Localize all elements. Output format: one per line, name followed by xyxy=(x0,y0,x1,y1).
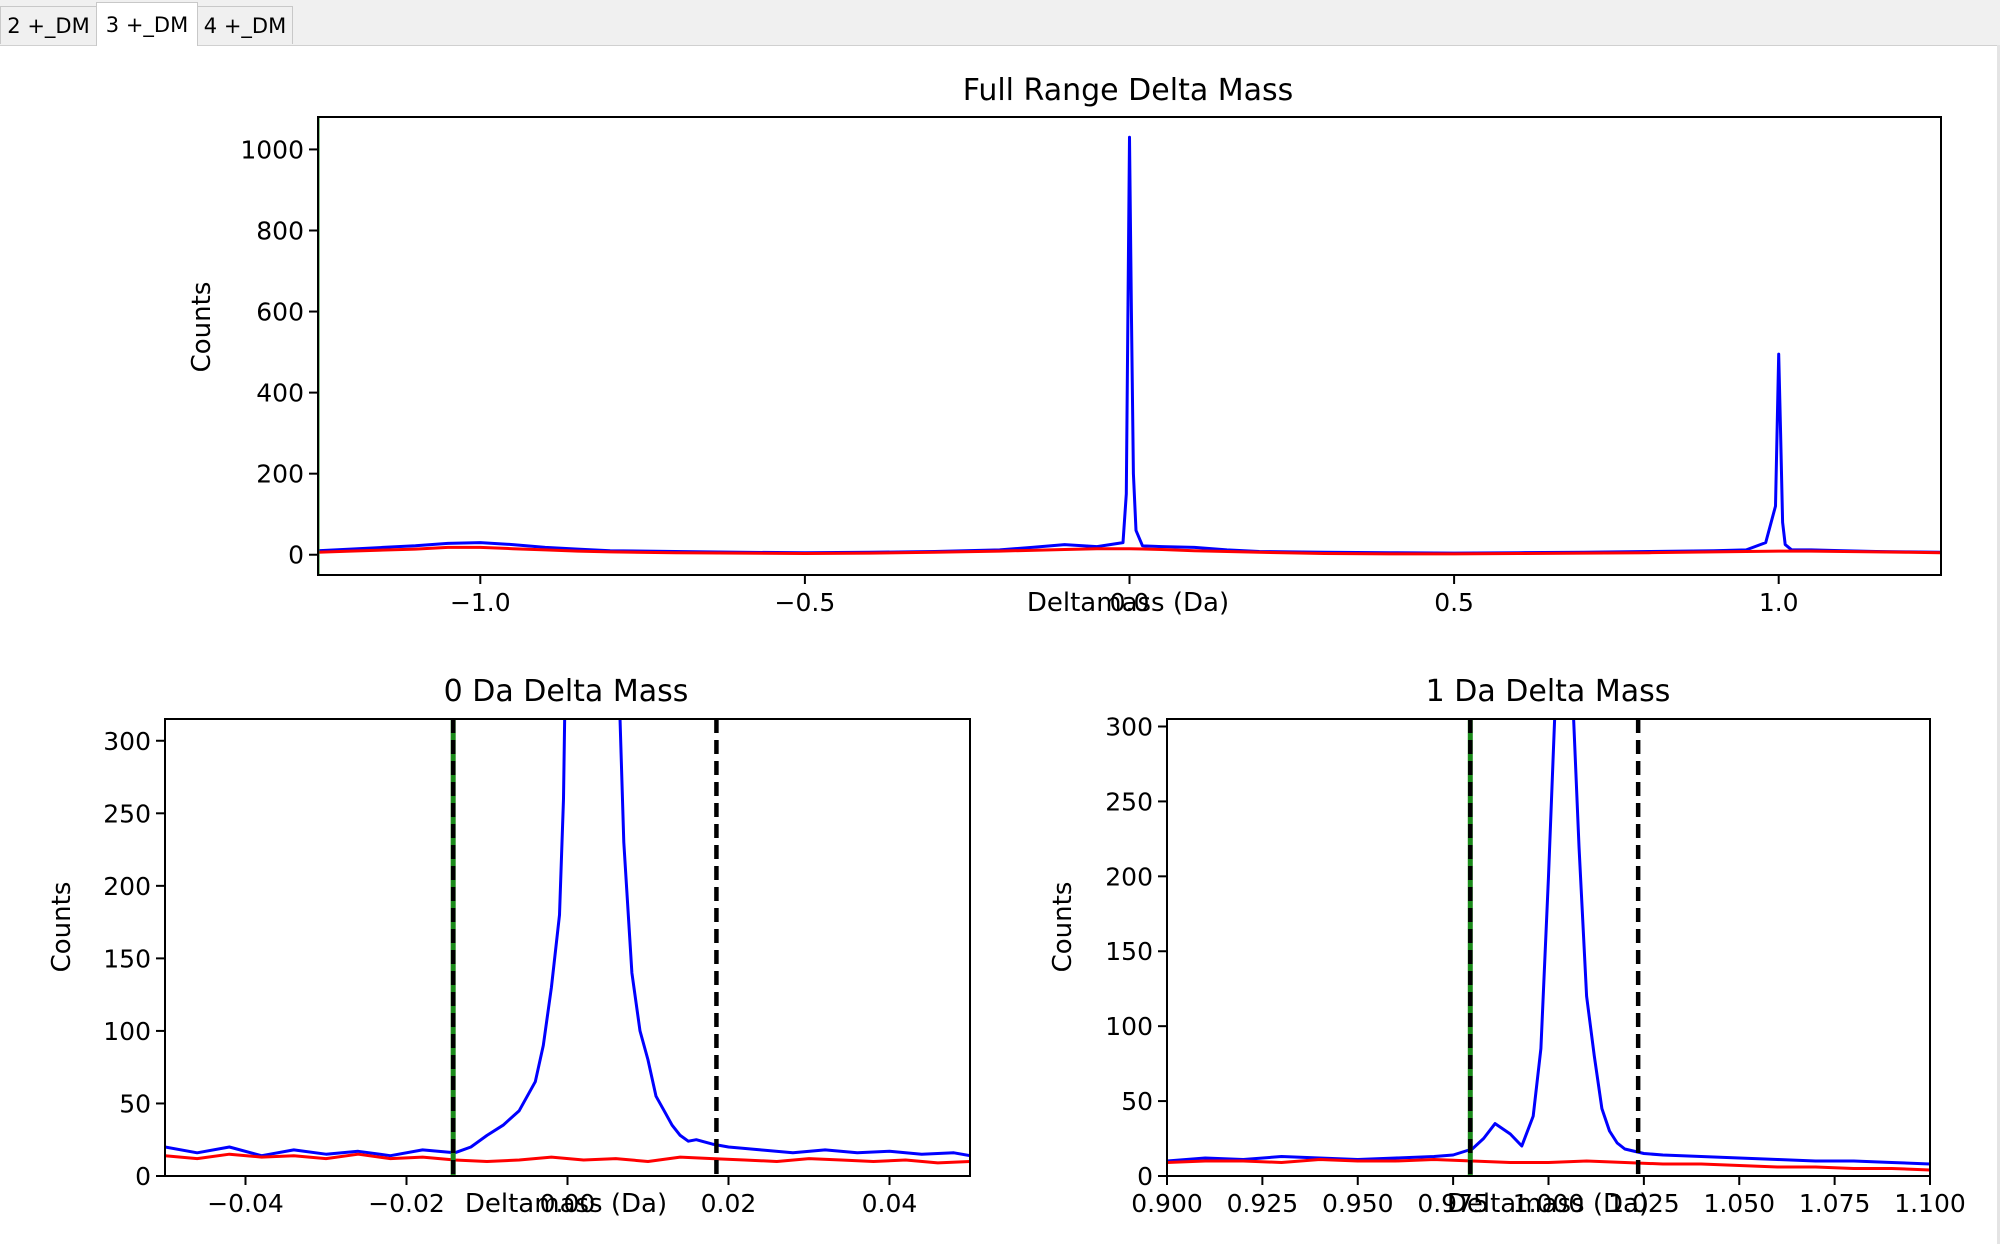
x-tick-label: 0.02 xyxy=(701,1189,757,1218)
plot-area xyxy=(165,719,970,1176)
x-tick-label: 1.000 xyxy=(1513,1189,1585,1218)
axes-frame xyxy=(1166,718,1931,1177)
tab-3-dm[interactable]: 3 +_DM xyxy=(96,2,198,46)
y-tick-label: 1000 xyxy=(240,135,304,164)
y-tick-label: 250 xyxy=(1105,787,1153,816)
plot-area xyxy=(318,117,1941,575)
x-tick-label: 0.00 xyxy=(540,1189,596,1218)
y-tick-label: 100 xyxy=(1105,1012,1153,1041)
y-tick-label: 0 xyxy=(135,1162,151,1191)
y-tick-label: 200 xyxy=(256,460,304,489)
plot-canvas: Full Range Delta Mass Deltamass (Da) Cou… xyxy=(47,73,1966,1219)
x-tick-label: −1.0 xyxy=(450,588,511,617)
series-line-decoy xyxy=(1167,1158,1930,1172)
x-tick-label: 1.025 xyxy=(1608,1189,1680,1218)
y-axis-label: Counts xyxy=(187,282,217,373)
x-tick-label: 0.04 xyxy=(862,1189,918,1218)
chart-title: 0 Da Delta Mass xyxy=(444,674,689,709)
y-tick-label: 200 xyxy=(103,872,151,901)
tab-bar: 2 +_DM 3 +_DM 4 +_DM xyxy=(0,0,2000,46)
y-tick-label: 300 xyxy=(1105,712,1153,741)
x-tick-label: 1.0 xyxy=(1759,588,1799,617)
x-tick-label: −0.5 xyxy=(775,588,836,617)
chart-title: 1 Da Delta Mass xyxy=(1426,674,1671,709)
x-tick-label: 0.925 xyxy=(1227,1189,1299,1218)
chart-one-da: 1 Da Delta Mass Deltamass (Da) Counts 0.… xyxy=(1048,674,1966,1219)
tab-2-dm[interactable]: 2 +_DM xyxy=(0,6,97,44)
x-tick-label: 0.950 xyxy=(1322,1189,1394,1218)
y-tick-label: 250 xyxy=(103,799,151,828)
series-line-target xyxy=(318,135,1941,555)
x-tick-label: −0.04 xyxy=(207,1189,284,1218)
y-tick-label: 200 xyxy=(1105,862,1153,891)
y-tick-label: 800 xyxy=(256,216,304,245)
axes-frame xyxy=(164,718,971,1177)
x-tick-label: 0.900 xyxy=(1131,1189,1203,1218)
series-line-decoy xyxy=(318,545,1941,556)
x-tick-label: 1.050 xyxy=(1703,1189,1775,1218)
y-tick-label: 150 xyxy=(1105,937,1153,966)
chart-full-range: Full Range Delta Mass Deltamass (Da) Cou… xyxy=(187,73,1942,618)
x-tick-label: 0.0 xyxy=(1110,588,1150,617)
y-axis-label: Counts xyxy=(47,882,77,973)
series-line-target xyxy=(1167,719,1930,1166)
tab-4-dm[interactable]: 4 +_DM xyxy=(197,6,293,44)
y-tick-label: 0 xyxy=(288,541,304,570)
y-tick-label: 400 xyxy=(256,379,304,408)
y-tick-label: 50 xyxy=(1121,1087,1153,1116)
x-tick-label: 0.5 xyxy=(1434,588,1474,617)
y-tick-label: 300 xyxy=(103,727,151,756)
y-tick-label: 0 xyxy=(1137,1162,1153,1191)
x-axis-label: Deltamass (Da) xyxy=(1447,1189,1649,1219)
x-axis-label: Deltamass (Da) xyxy=(1027,588,1229,618)
series-line-decoy xyxy=(165,1152,970,1165)
series-line-target xyxy=(165,719,970,1158)
scrollbar-edge[interactable] xyxy=(1997,45,2000,1244)
y-tick-label: 50 xyxy=(119,1089,151,1118)
x-tick-label: 1.075 xyxy=(1799,1189,1871,1218)
y-tick-label: 150 xyxy=(103,944,151,973)
plot-area xyxy=(1167,719,1930,1176)
chart-zero-da: 0 Da Delta Mass Deltamass (Da) Counts −0… xyxy=(47,674,971,1219)
x-axis-label: Deltamass (Da) xyxy=(465,1189,667,1219)
chart-title: Full Range Delta Mass xyxy=(963,73,1294,108)
x-tick-label: −0.02 xyxy=(368,1189,445,1218)
x-tick-label: 0.975 xyxy=(1417,1189,1489,1218)
y-axis-label: Counts xyxy=(1048,882,1078,973)
x-tick-label: 1.100 xyxy=(1894,1189,1966,1218)
y-tick-label: 600 xyxy=(256,298,304,327)
y-tick-label: 100 xyxy=(103,1017,151,1046)
